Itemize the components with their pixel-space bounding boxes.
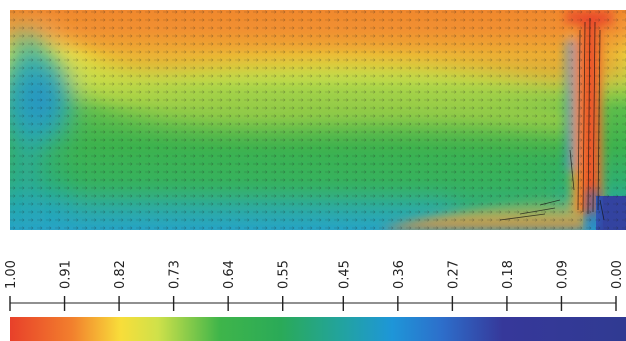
colorbar-tick-label: 0.09 <box>555 260 570 289</box>
jet-vector <box>597 29 601 211</box>
jet-vector <box>539 199 561 206</box>
jet-vector <box>599 199 605 221</box>
flow-field-plot <box>10 10 626 230</box>
jet-vector <box>592 21 596 213</box>
colorbar-tick-label: 0.18 <box>501 260 516 289</box>
colorbar-tick-label: 0.91 <box>59 260 74 289</box>
colorbar-tick-label: 0.82 <box>113 260 128 289</box>
colorbar-tick-label: 0.00 <box>610 260 625 289</box>
jet-vector <box>569 149 575 191</box>
colorbar-gradient <box>10 317 626 341</box>
colorbar-tick-label: 1.00 <box>4 260 19 289</box>
colorbar-tick-label: 0.27 <box>446 260 461 289</box>
colorbar-tick-label: 0.45 <box>337 260 352 289</box>
jet-vector <box>499 213 546 221</box>
velocity-vectors <box>10 10 626 230</box>
colorbar: 1.00 0.91 0.82 0.73 0.64 0.55 0.45 0.36 0.27 0.18… <box>4 260 626 341</box>
jet-vector <box>519 207 556 215</box>
jet-vector <box>577 29 581 211</box>
colorbar-tick-label: 0.73 <box>168 260 183 289</box>
jet-vector <box>587 17 591 215</box>
jet-vector <box>582 21 586 213</box>
colorbar-ticks: 1.00 0.91 0.82 0.73 0.64 0.55 0.45 0.36 0.27 0.18… <box>4 260 625 311</box>
colorbar-tick-label: 0.55 <box>277 260 292 289</box>
colorbar-tick-label: 0.36 <box>392 260 407 289</box>
colorbar-tick-label: 0.64 <box>222 260 237 289</box>
jet-vectors <box>499 17 605 221</box>
